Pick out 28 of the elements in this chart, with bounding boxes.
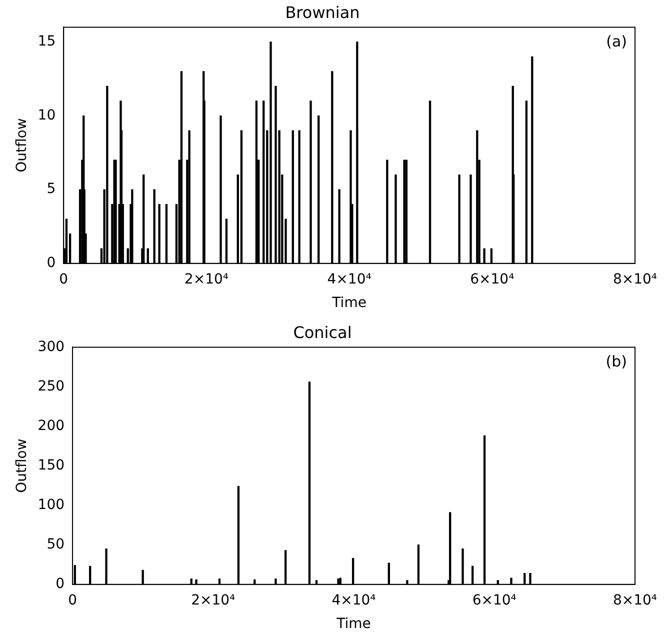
x-tick-label: 6×10⁴ <box>472 592 517 608</box>
x-tick-label: 2×10⁴ <box>191 592 236 608</box>
y-tick-label: 200 <box>38 418 65 434</box>
y-tick-label: 10 <box>38 107 56 124</box>
x-tick-label: 4×10⁴ <box>332 592 376 608</box>
x-tick-label: 8×10⁴ <box>612 592 658 608</box>
x-tick-label: 8×10⁴ <box>612 271 658 288</box>
y-axis-title: Outflow <box>14 118 30 172</box>
y-tick-label: 100 <box>38 496 65 513</box>
y-tick-label: 50 <box>46 536 65 553</box>
chart-title: Brownian <box>285 2 360 22</box>
y-tick-label: 300 <box>38 338 65 355</box>
annotation: (a) <box>606 32 627 51</box>
x-axis-title: Time <box>331 295 366 312</box>
x-tick-label: 0 <box>68 592 77 608</box>
y-tick-label: 0 <box>46 255 56 272</box>
x-tick-label: 4×10⁴ <box>327 271 372 288</box>
y-tick-label: 15 <box>38 34 56 50</box>
y-tick-label: 250 <box>38 378 65 394</box>
x-tick-label: 6×10⁴ <box>470 271 515 288</box>
chart-title: Conical <box>293 322 352 342</box>
x-tick-label: 2×10⁴ <box>184 271 229 288</box>
y-axis-title: Outflow <box>14 438 30 493</box>
y-tick-label: 150 <box>38 457 65 474</box>
y-tick-label: 0 <box>56 576 65 592</box>
y-tick-label: 5 <box>46 181 56 198</box>
annotation: (b) <box>606 352 627 371</box>
x-axis-title: Time <box>336 616 371 632</box>
